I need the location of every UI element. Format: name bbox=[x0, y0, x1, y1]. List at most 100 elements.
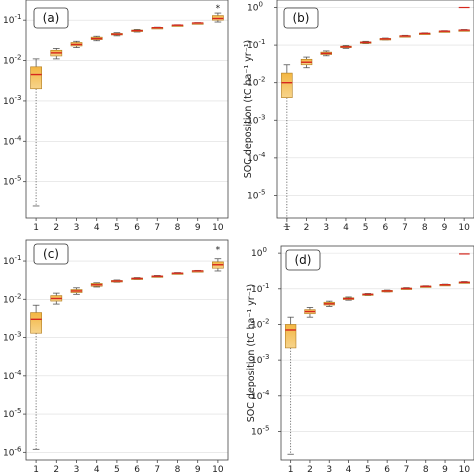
x-tick-label: 10 bbox=[212, 223, 224, 233]
x-tick-label: 5 bbox=[114, 223, 120, 233]
panel-label-box bbox=[285, 249, 321, 271]
y-tick-label: 10-4 bbox=[251, 389, 270, 402]
box-6 bbox=[381, 289, 393, 293]
box-7 bbox=[151, 275, 164, 278]
x-tick-label: 7 bbox=[154, 223, 160, 233]
panel-label: (a) bbox=[43, 11, 60, 25]
y-tick-label: 10-3 bbox=[247, 113, 265, 126]
box-9 bbox=[191, 269, 204, 273]
panel-label-box bbox=[33, 7, 69, 29]
box-9 bbox=[439, 283, 451, 287]
x-tick-label: 8 bbox=[175, 465, 181, 474]
y-tick-label: 10-1 bbox=[3, 254, 21, 267]
box-3 bbox=[323, 300, 335, 307]
x-tick-label: 4 bbox=[94, 465, 100, 474]
box-4 bbox=[342, 296, 355, 301]
x-tick-label: 7 bbox=[404, 465, 410, 474]
x-tick-label: 9 bbox=[195, 465, 201, 474]
panel-label-box bbox=[283, 7, 319, 29]
box-8 bbox=[419, 32, 431, 35]
y-tick-label: 10-5 bbox=[3, 407, 21, 420]
box-body bbox=[281, 72, 293, 98]
box-4 bbox=[90, 35, 103, 42]
box-7 bbox=[400, 287, 413, 290]
box-3 bbox=[320, 50, 332, 57]
y-axis-label: SOC deposition (tC ha⁻¹ yr⁻¹) bbox=[246, 284, 257, 423]
y-tick-label: 10-5 bbox=[251, 424, 269, 437]
x-tick-label: 3 bbox=[326, 465, 332, 474]
x-tick-label: 3 bbox=[74, 465, 80, 474]
plot-frame bbox=[280, 245, 474, 461]
y-tick-label: 10-6 bbox=[3, 445, 22, 458]
x-tick-label: 1 bbox=[33, 465, 39, 474]
box-2 bbox=[304, 307, 316, 318]
x-tick-label: 3 bbox=[323, 223, 329, 233]
box-9 bbox=[438, 30, 451, 33]
y-tick-label: 10-3 bbox=[3, 331, 21, 344]
box-3 bbox=[70, 287, 83, 295]
plot-frame bbox=[25, 239, 229, 461]
box-9 bbox=[191, 22, 204, 25]
panel-label-box bbox=[33, 243, 69, 265]
x-tick-label: 5 bbox=[363, 223, 369, 233]
box-5 bbox=[359, 40, 372, 44]
box-2 bbox=[50, 48, 63, 60]
box-10 bbox=[458, 253, 470, 284]
box-5 bbox=[111, 32, 123, 37]
y-tick-label: 10-4 bbox=[3, 369, 22, 382]
x-tick-label: 6 bbox=[382, 223, 388, 233]
box-body bbox=[285, 324, 297, 349]
box-7 bbox=[151, 26, 164, 30]
y-tick-label: 10-4 bbox=[247, 151, 266, 164]
box-body bbox=[30, 312, 42, 334]
y-tick-label: 10-2 bbox=[251, 317, 269, 330]
x-tick-label: 1 bbox=[288, 465, 294, 474]
plot-frame bbox=[276, 0, 474, 219]
y-axis-label: SOC deposition (tC ha⁻¹ yr⁻¹) bbox=[243, 40, 254, 179]
y-tick-label: 10-1 bbox=[3, 13, 21, 26]
x-tick-label: 9 bbox=[195, 223, 201, 233]
box-4 bbox=[340, 45, 352, 49]
box-10: * bbox=[212, 4, 224, 23]
x-tick-label: 5 bbox=[114, 465, 120, 474]
x-tick-label: 7 bbox=[402, 223, 408, 233]
box-1 bbox=[30, 304, 42, 450]
box-4 bbox=[90, 282, 103, 288]
x-tick-label: 10 bbox=[459, 465, 471, 474]
box-2 bbox=[300, 56, 313, 69]
y-tick-label: 10-2 bbox=[3, 292, 21, 305]
panel-label: (d) bbox=[295, 253, 312, 267]
y-tick-label: 10-1 bbox=[251, 282, 269, 295]
panel-a: 10-1 10-2 10-3 10-4 10-5 1 2 3 4 5 6 7 8 9 * 10 (a) bbox=[3, 0, 229, 233]
x-tick-label: 8 bbox=[175, 223, 181, 233]
box-8 bbox=[171, 272, 184, 275]
box-7 bbox=[399, 34, 411, 38]
panel-label: (b) bbox=[293, 11, 310, 25]
x-tick-label: 7 bbox=[154, 465, 160, 474]
y-tick-label: 10-1 bbox=[247, 38, 265, 51]
box-body bbox=[30, 66, 42, 90]
panel-b: 100 10-1 10-2 10-3 10-4 10-5 1 2 3 4 5 6 7 8 9 10 (b) SOC… bbox=[243, 0, 474, 233]
box-2 bbox=[50, 292, 63, 305]
y-tick-label: 10-5 bbox=[3, 175, 21, 188]
box-8 bbox=[420, 285, 432, 288]
y-tick-label: 10-3 bbox=[3, 94, 21, 107]
y-tick-label: 100 bbox=[251, 246, 267, 259]
x-tick-label: 9 bbox=[442, 223, 448, 233]
box-6 bbox=[131, 29, 143, 33]
x-tick-label: 1 bbox=[33, 223, 39, 233]
plot-frame bbox=[25, 0, 229, 219]
y-tick-label: 10-3 bbox=[251, 353, 269, 366]
y-tick-label: 10-5 bbox=[247, 188, 265, 201]
x-tick-label: 3 bbox=[74, 223, 80, 233]
box-6 bbox=[379, 37, 392, 41]
x-tick-label: 10 bbox=[212, 465, 224, 474]
panel-d: 100 10-1 10-2 10-3 10-4 10-5 1 2 3 4 5 6 7 8 9 10 (d) SOC… bbox=[246, 245, 474, 474]
y-tick-label: 10-2 bbox=[247, 76, 265, 89]
box-8 bbox=[171, 24, 184, 27]
x-tick-label: 4 bbox=[94, 223, 100, 233]
x-tick-label: 2 bbox=[53, 223, 59, 233]
y-tick-label: 10-2 bbox=[3, 54, 21, 67]
y-tick-label: 100 bbox=[247, 1, 263, 14]
